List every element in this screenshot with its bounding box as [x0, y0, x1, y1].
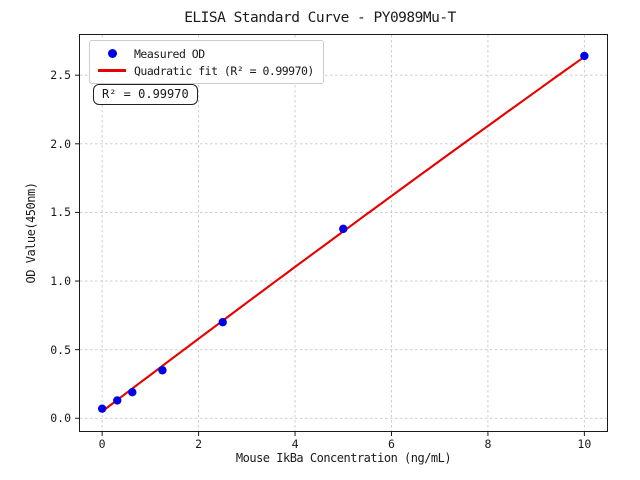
x-tick-label: 4: [291, 437, 299, 451]
legend: Measured OD Quadratic fit (R² = 0.99970): [89, 40, 324, 84]
legend-label-measured-od: Measured OD: [134, 46, 205, 61]
scatter-dot-icon: [107, 49, 117, 58]
x-tick-label: 10: [577, 437, 592, 451]
r-squared-annotation: R² = 0.99970: [93, 84, 198, 105]
legend-label-quadratic-fit: Quadratic fit (R² = 0.99970): [134, 63, 314, 78]
x-tick-label: 6: [388, 437, 395, 451]
plot-frame: [79, 34, 608, 432]
chart-title: ELISA Standard Curve - PY0989Mu-T: [184, 10, 456, 26]
legend-marker-cell: [97, 69, 127, 72]
data-point: [113, 396, 122, 405]
y-tick-label: 2.0: [50, 136, 71, 151]
data-point: [580, 51, 589, 61]
x-tick-label: 8: [484, 437, 492, 451]
data-point: [339, 224, 348, 234]
y-tick-label: 0.0: [50, 411, 71, 426]
y-tick-label: 1.0: [50, 274, 71, 289]
x-tick-label: 2: [195, 437, 203, 451]
data-point: [158, 366, 167, 375]
y-tick-label: 2.5: [50, 68, 71, 83]
data-point: [218, 318, 227, 327]
legend-marker-cell: [97, 49, 127, 58]
plot-area: Measured OD Quadratic fit (R² = 0.99970)…: [79, 34, 608, 432]
x-tick-label: 0: [98, 437, 106, 451]
legend-item-quadratic-fit: Quadratic fit (R² = 0.99970): [97, 62, 314, 79]
data-point: [97, 404, 107, 413]
y-axis-label: OD Value(450nm): [24, 182, 38, 284]
y-tick-label: 1.5: [50, 205, 71, 220]
legend-item-measured-od: Measured OD: [97, 45, 314, 62]
data-point: [128, 388, 137, 397]
x-axis-label: Mouse IkBa Concentration (ng/mL): [235, 451, 452, 465]
fit-line-icon: [98, 69, 126, 72]
y-tick-label: 0.5: [50, 342, 71, 357]
